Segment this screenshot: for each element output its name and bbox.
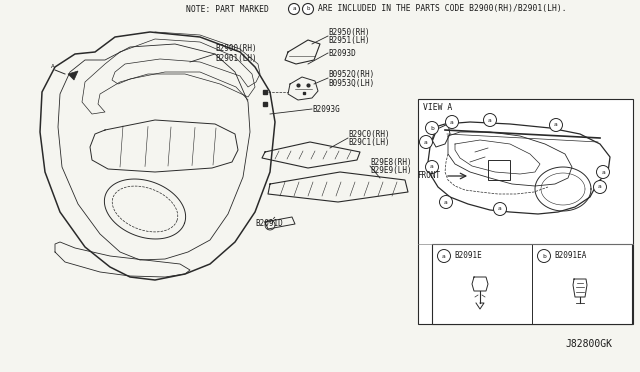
Circle shape [483, 113, 497, 126]
Polygon shape [68, 71, 78, 80]
Circle shape [419, 135, 433, 148]
Text: FRONT: FRONT [417, 171, 440, 180]
Text: a: a [424, 140, 428, 144]
Text: a: a [554, 122, 558, 128]
Text: a: a [442, 253, 446, 259]
Text: B2950(RH): B2950(RH) [328, 28, 370, 36]
Text: a: a [488, 118, 492, 122]
Text: A: A [51, 64, 55, 68]
Text: B2951(LH): B2951(LH) [328, 36, 370, 45]
Text: B2900(RH): B2900(RH) [215, 45, 257, 54]
Bar [432, 244, 632, 324]
Text: VIEW A: VIEW A [423, 103, 452, 112]
Circle shape [538, 250, 550, 263]
Bar [418, 99, 633, 324]
Text: B2091E: B2091E [454, 251, 482, 260]
Circle shape [445, 115, 458, 128]
Circle shape [289, 3, 300, 15]
Bar [488, 160, 510, 180]
Text: a: a [430, 164, 434, 170]
Circle shape [440, 196, 452, 208]
Text: B0953Q(LH): B0953Q(LH) [328, 78, 374, 87]
Circle shape [593, 180, 607, 193]
Text: a: a [601, 170, 605, 174]
Text: a: a [498, 206, 502, 212]
Circle shape [438, 250, 451, 263]
Text: B29C0(RH): B29C0(RH) [348, 129, 390, 138]
Text: B2093D: B2093D [328, 49, 356, 58]
Text: a: a [292, 6, 296, 12]
Text: b: b [307, 6, 310, 12]
Text: b: b [430, 125, 434, 131]
Text: B2901(LH): B2901(LH) [215, 54, 257, 62]
Text: a: a [598, 185, 602, 189]
Text: B0952Q(RH): B0952Q(RH) [328, 70, 374, 78]
Text: B2093G: B2093G [312, 106, 340, 115]
Text: B29E8(RH): B29E8(RH) [370, 157, 412, 167]
Text: a: a [444, 199, 448, 205]
Text: B29E9(LH): B29E9(LH) [370, 167, 412, 176]
Circle shape [426, 160, 438, 173]
Text: B29C1(LH): B29C1(LH) [348, 138, 390, 148]
Text: B2091D: B2091D [255, 219, 283, 228]
Circle shape [426, 122, 438, 135]
Circle shape [550, 119, 563, 131]
Text: a: a [450, 119, 454, 125]
Circle shape [596, 166, 609, 179]
Text: J82800GK: J82800GK [565, 339, 612, 349]
Text: b: b [542, 253, 546, 259]
Circle shape [303, 3, 314, 15]
Text: ARE INCLUDED IN THE PARTS CODE B2900(RH)/B2901(LH).: ARE INCLUDED IN THE PARTS CODE B2900(RH)… [318, 4, 566, 13]
Circle shape [493, 202, 506, 215]
Text: B2091EA: B2091EA [554, 251, 586, 260]
Text: NOTE: PART MARKED: NOTE: PART MARKED [186, 4, 269, 13]
